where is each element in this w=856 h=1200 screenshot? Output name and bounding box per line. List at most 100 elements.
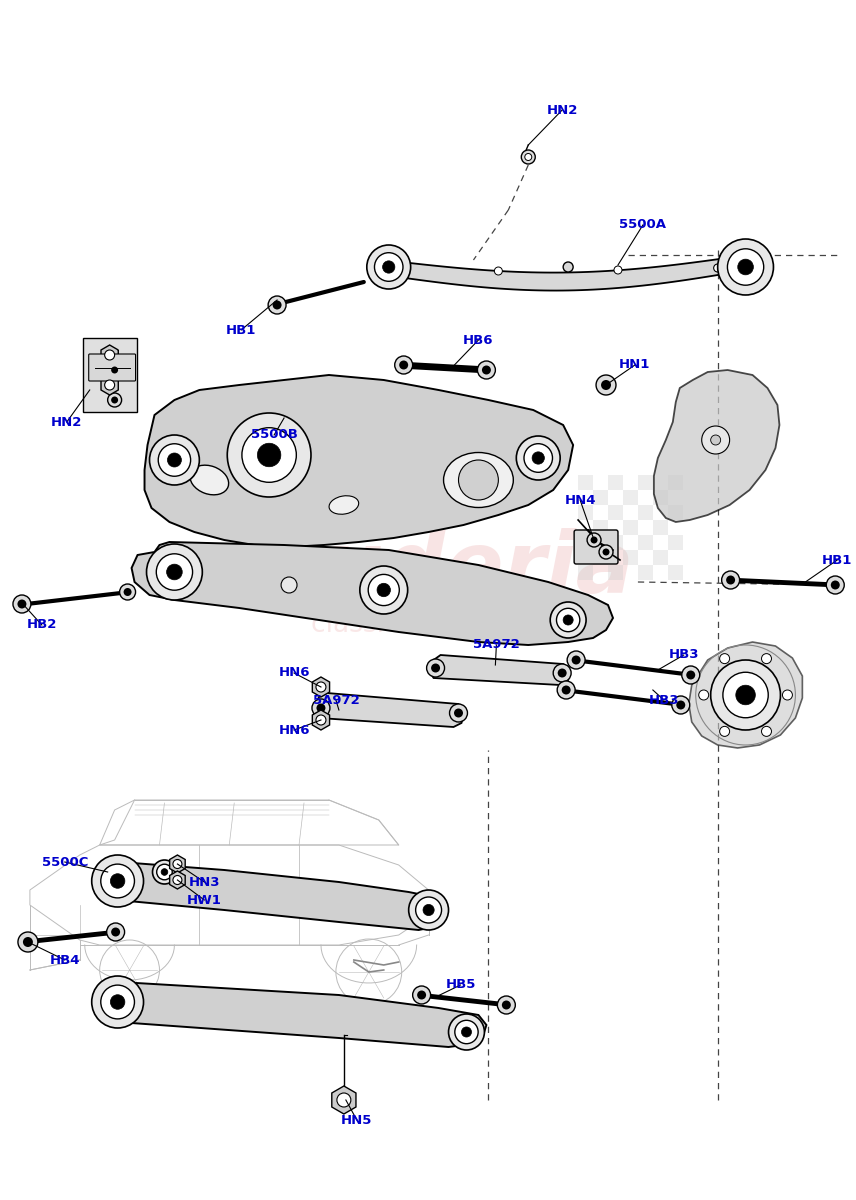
Circle shape — [563, 614, 574, 625]
Circle shape — [111, 366, 118, 373]
Circle shape — [556, 608, 580, 631]
Circle shape — [454, 708, 463, 718]
FancyBboxPatch shape — [89, 354, 135, 382]
Circle shape — [563, 262, 574, 272]
Bar — [668, 505, 683, 520]
Polygon shape — [312, 710, 330, 730]
Circle shape — [416, 898, 442, 923]
Circle shape — [120, 584, 135, 600]
Circle shape — [714, 264, 722, 272]
Circle shape — [516, 436, 560, 480]
Circle shape — [281, 577, 297, 593]
Text: HB4: HB4 — [50, 954, 80, 966]
Circle shape — [167, 564, 182, 580]
Circle shape — [687, 671, 695, 679]
Text: HN6: HN6 — [278, 666, 310, 679]
Polygon shape — [101, 374, 118, 395]
Circle shape — [92, 854, 144, 907]
Bar — [638, 505, 653, 520]
Circle shape — [150, 434, 199, 485]
Circle shape — [720, 654, 729, 664]
Circle shape — [431, 664, 440, 672]
Polygon shape — [312, 677, 330, 697]
Circle shape — [557, 668, 567, 678]
Circle shape — [826, 576, 844, 594]
Circle shape — [395, 356, 413, 374]
Circle shape — [532, 452, 544, 464]
Bar — [623, 550, 638, 565]
Bar — [578, 535, 593, 550]
Bar — [623, 520, 638, 535]
Circle shape — [722, 571, 740, 589]
Bar — [668, 535, 683, 550]
Circle shape — [738, 259, 753, 275]
Circle shape — [601, 380, 611, 390]
Circle shape — [698, 690, 709, 700]
Circle shape — [726, 576, 735, 584]
Circle shape — [317, 703, 325, 713]
Circle shape — [762, 654, 771, 664]
Circle shape — [104, 350, 115, 360]
Text: 5500B: 5500B — [251, 428, 298, 442]
Text: HN6: HN6 — [278, 724, 310, 737]
Polygon shape — [314, 692, 465, 727]
Circle shape — [110, 995, 125, 1009]
Polygon shape — [169, 871, 185, 889]
Polygon shape — [104, 862, 447, 930]
Circle shape — [108, 392, 122, 407]
Polygon shape — [383, 254, 747, 290]
Bar — [623, 490, 638, 505]
Circle shape — [157, 553, 193, 590]
Circle shape — [720, 726, 729, 737]
Polygon shape — [689, 642, 802, 748]
Text: HN3: HN3 — [188, 876, 220, 888]
Text: 5500C: 5500C — [42, 856, 88, 869]
Circle shape — [426, 659, 444, 677]
Polygon shape — [429, 655, 570, 685]
Polygon shape — [332, 1086, 356, 1114]
FancyBboxPatch shape — [574, 530, 618, 564]
Bar — [653, 490, 668, 505]
Polygon shape — [101, 346, 118, 365]
Polygon shape — [99, 982, 486, 1046]
Circle shape — [497, 996, 515, 1014]
Circle shape — [173, 876, 182, 884]
Bar — [608, 475, 623, 490]
Circle shape — [417, 990, 426, 1000]
Circle shape — [92, 976, 144, 1028]
Circle shape — [423, 905, 434, 916]
Polygon shape — [654, 370, 780, 522]
Bar — [578, 505, 593, 520]
Text: scuderia: scuderia — [220, 528, 633, 612]
Polygon shape — [169, 854, 185, 874]
Circle shape — [449, 1014, 484, 1050]
Circle shape — [722, 672, 768, 718]
Circle shape — [337, 1093, 351, 1106]
Circle shape — [23, 937, 33, 947]
Circle shape — [111, 396, 118, 403]
Circle shape — [408, 890, 449, 930]
Circle shape — [702, 426, 729, 454]
Text: HB3: HB3 — [649, 694, 679, 707]
Circle shape — [374, 253, 403, 281]
Polygon shape — [132, 542, 613, 646]
Circle shape — [521, 150, 535, 164]
Circle shape — [599, 545, 613, 559]
Circle shape — [104, 380, 115, 390]
Circle shape — [603, 548, 609, 556]
Ellipse shape — [190, 466, 229, 494]
Circle shape — [272, 300, 282, 310]
Text: HB6: HB6 — [463, 334, 494, 347]
Bar — [593, 550, 608, 565]
Text: HB5: HB5 — [445, 978, 476, 991]
Circle shape — [158, 444, 191, 476]
Bar — [608, 505, 623, 520]
Circle shape — [676, 701, 686, 709]
Circle shape — [383, 260, 395, 274]
Text: 5A972: 5A972 — [473, 638, 520, 652]
Text: HN4: HN4 — [564, 493, 596, 506]
Circle shape — [495, 266, 502, 275]
Circle shape — [596, 374, 616, 395]
Circle shape — [111, 928, 120, 936]
Circle shape — [568, 650, 586, 670]
